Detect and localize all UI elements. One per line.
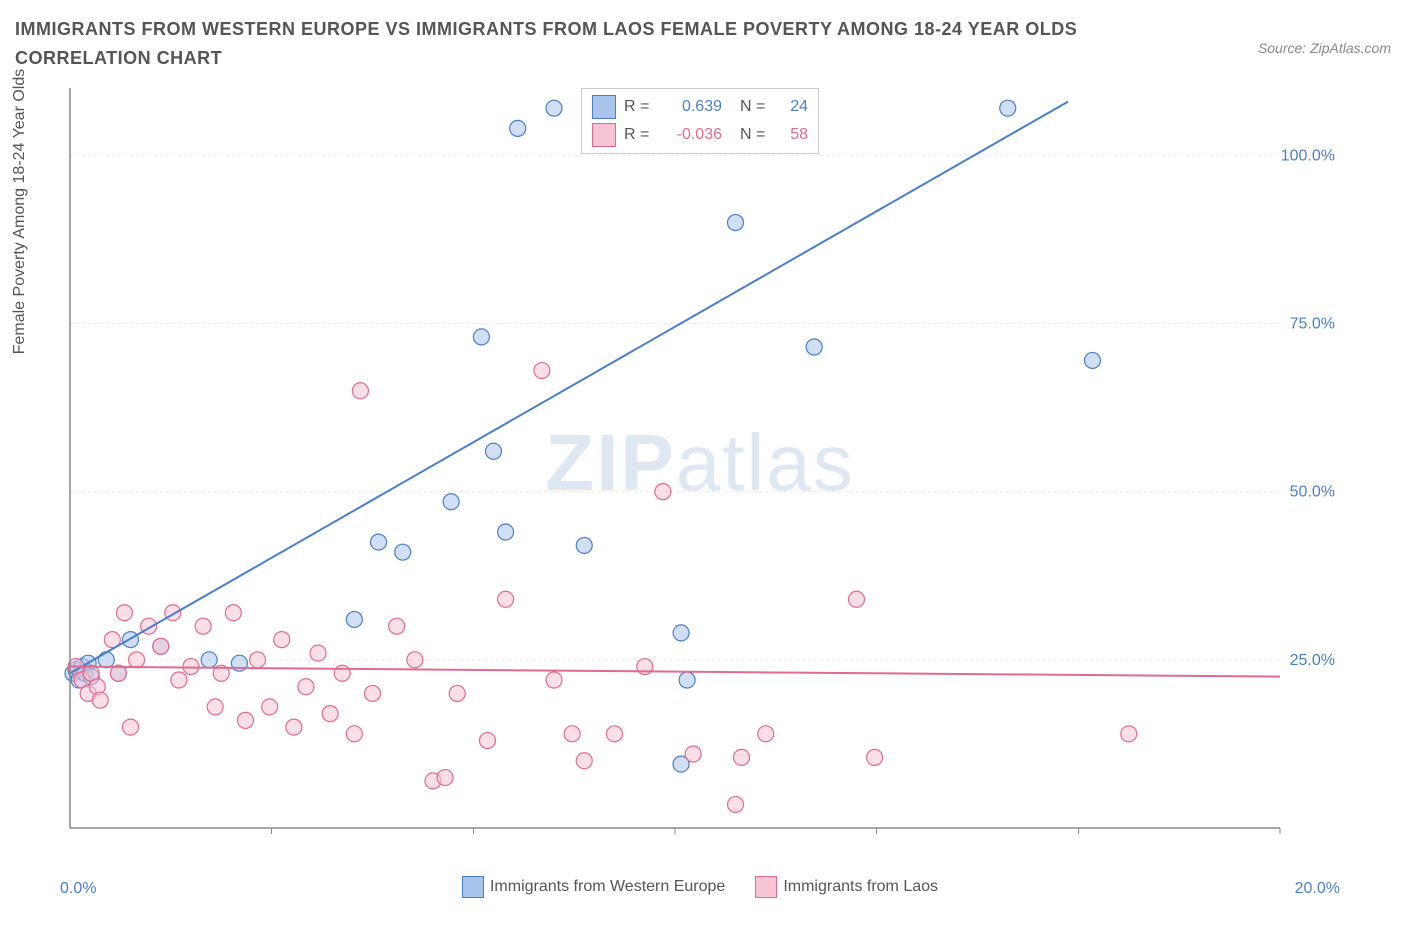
data-point <box>849 591 865 607</box>
legend-label: Immigrants from Western Europe <box>490 878 725 896</box>
data-point <box>346 611 362 627</box>
data-point <box>1084 352 1100 368</box>
data-point <box>734 749 750 765</box>
y-axis-label: Female Poverty Among 18-24 Year Olds <box>11 68 29 354</box>
data-point <box>685 746 701 762</box>
data-point <box>371 534 387 550</box>
data-point <box>92 692 108 708</box>
correlation-stats-box: R = 0.639 N = 24 R = -0.036 N = 58 <box>581 88 819 154</box>
data-point <box>98 651 114 667</box>
legend-item: Immigrants from Western Europe <box>462 876 725 898</box>
data-point <box>728 214 744 230</box>
trend-line <box>70 666 1280 676</box>
data-point <box>153 638 169 654</box>
data-point <box>322 705 338 721</box>
data-point <box>395 544 411 560</box>
data-point <box>486 443 502 459</box>
data-point <box>546 100 562 116</box>
data-point <box>352 382 368 398</box>
stats-row: R = 0.639 N = 24 <box>592 93 808 121</box>
data-point <box>274 631 290 647</box>
data-point <box>310 645 326 661</box>
data-point <box>262 699 278 715</box>
data-point <box>655 483 671 499</box>
legend-label: Immigrants from Laos <box>783 878 938 896</box>
stats-row: R = -0.036 N = 58 <box>592 121 808 149</box>
data-point <box>498 591 514 607</box>
data-point <box>250 651 266 667</box>
data-point <box>207 699 223 715</box>
data-point <box>867 749 883 765</box>
data-point <box>1000 100 1016 116</box>
r-value: -0.036 <box>662 126 722 144</box>
legend-item: Immigrants from Laos <box>755 876 938 898</box>
data-point <box>546 672 562 688</box>
data-point <box>171 672 187 688</box>
footer-legend: 0.0% Immigrants from Western Europe Immig… <box>60 876 1340 898</box>
chart-container: Female Poverty Among 18-24 Year Olds 25.… <box>15 78 1385 898</box>
data-point <box>225 604 241 620</box>
series-swatch <box>592 95 616 119</box>
data-point <box>123 719 139 735</box>
n-label: N = <box>740 126 770 144</box>
data-point <box>407 651 423 667</box>
data-point <box>806 339 822 355</box>
data-point <box>286 719 302 735</box>
data-point <box>195 618 211 634</box>
chart-header: IMMIGRANTS FROM WESTERN EUROPE VS IMMIGR… <box>15 15 1391 73</box>
data-point <box>728 796 744 812</box>
x-axis-min-label: 0.0% <box>60 880 96 898</box>
trend-line <box>70 101 1068 673</box>
y-tick-label: 50.0% <box>1290 483 1335 500</box>
r-value: 0.639 <box>662 98 722 116</box>
data-point <box>346 725 362 741</box>
data-point <box>449 685 465 701</box>
data-point <box>1121 725 1137 741</box>
source-attribution: Source: ZipAtlas.com <box>1258 40 1391 56</box>
legend-swatch <box>462 876 484 898</box>
data-point <box>576 752 592 768</box>
data-point <box>758 725 774 741</box>
data-point <box>201 651 217 667</box>
data-point <box>437 769 453 785</box>
r-label: R = <box>624 98 654 116</box>
data-point <box>237 712 253 728</box>
data-point <box>473 329 489 345</box>
data-point <box>334 665 350 681</box>
data-point <box>298 678 314 694</box>
legend-swatch <box>755 876 777 898</box>
y-tick-label: 25.0% <box>1290 651 1335 668</box>
data-point <box>389 618 405 634</box>
r-label: R = <box>624 126 654 144</box>
y-tick-label: 75.0% <box>1290 315 1335 332</box>
n-label: N = <box>740 98 770 116</box>
data-point <box>564 725 580 741</box>
scatter-plot-svg: 25.0% 50.0% 75.0% 100.0% <box>60 78 1340 848</box>
data-point <box>510 120 526 136</box>
data-point <box>443 493 459 509</box>
y-tick-label: 100.0% <box>1281 147 1335 164</box>
n-value: 24 <box>778 98 808 116</box>
data-point <box>116 604 132 620</box>
data-point <box>365 685 381 701</box>
data-point <box>479 732 495 748</box>
data-point <box>673 625 689 641</box>
data-point <box>679 672 695 688</box>
data-point <box>534 362 550 378</box>
data-point <box>607 725 623 741</box>
data-point <box>129 651 145 667</box>
n-value: 58 <box>778 126 808 144</box>
data-point <box>576 537 592 553</box>
chart-title: IMMIGRANTS FROM WESTERN EUROPE VS IMMIGR… <box>15 15 1115 73</box>
series-swatch <box>592 123 616 147</box>
plot-area: 25.0%50.0%75.0%100.0% ZIPatlas R =0.639N… <box>60 78 1340 848</box>
data-point <box>498 524 514 540</box>
x-axis-max-label: 20.0% <box>1295 880 1340 898</box>
